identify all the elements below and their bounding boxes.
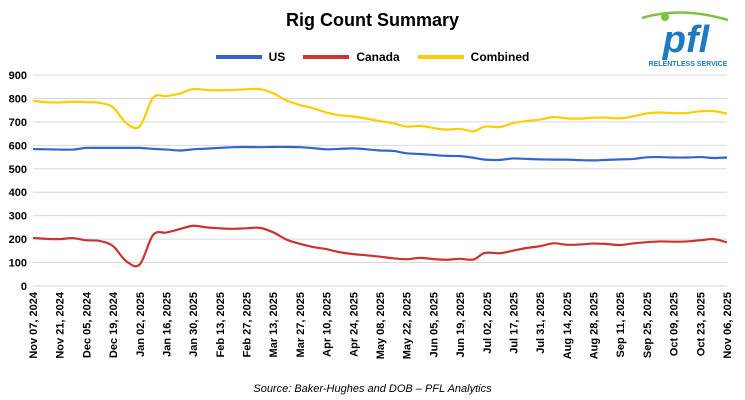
- x-tick-label: Feb 27, 2025: [242, 292, 254, 357]
- y-axis-ticks: 0 100 200 300 400 500 600 700 800 900: [9, 70, 27, 293]
- x-tick-label: Sep 25, 2025: [642, 292, 654, 358]
- y-tick-label: 100: [9, 258, 27, 270]
- x-tick-label: Jan 16, 2025: [161, 292, 173, 357]
- x-tick-label: Dec 19, 2024: [108, 291, 120, 358]
- y-tick-label: 0: [21, 281, 27, 293]
- x-tick-label: Jan 02, 2025: [135, 292, 147, 357]
- x-tick-label: Nov 06, 2025: [722, 292, 734, 359]
- legend-label-combined: Combined: [470, 50, 530, 64]
- legend-swatch-combined: [417, 55, 464, 59]
- x-tick-label: Oct 09, 2025: [669, 292, 681, 356]
- x-tick-label: Jun 05, 2025: [428, 292, 440, 357]
- legend-item-us: US: [215, 50, 286, 64]
- x-tick-label: Jul 31, 2025: [535, 292, 547, 354]
- legend-item-canada: Canada: [303, 50, 400, 64]
- y-tick-label: 700: [9, 117, 27, 129]
- legend-label-us: US: [268, 50, 286, 64]
- logo-dot: [661, 13, 669, 21]
- series-lines: [32, 87, 728, 268]
- x-tick-label: Mar 13, 2025: [268, 292, 280, 357]
- x-tick-label: Mar 27, 2025: [295, 292, 307, 357]
- logo-wordmark: pfl: [662, 19, 711, 61]
- x-tick-label: Jan 30, 2025: [188, 292, 200, 357]
- legend-label-canada: Canada: [356, 50, 400, 64]
- logo-tagline: RELENTLESS SERVICE: [649, 61, 728, 68]
- y-tick-label: 600: [9, 140, 27, 152]
- x-axis-ticks: Nov 07, 2024 Nov 21, 2024 Dec 05, 2024 Dec …: [28, 291, 734, 359]
- x-tick-label: Feb 13, 2025: [215, 292, 227, 357]
- y-tick-label: 300: [9, 211, 27, 223]
- x-tick-label: Nov 21, 2024: [55, 291, 67, 359]
- pfl-logo: pfl RELENTLESS SERVICE: [641, 11, 729, 68]
- x-tick-label: Aug 14, 2025: [562, 292, 574, 359]
- series-line-combined: [32, 87, 728, 133]
- x-tick-label: May 22, 2025: [402, 292, 414, 359]
- x-tick-label: Apr 24, 2025: [348, 292, 360, 357]
- x-tick-label: Dec 05, 2024: [81, 291, 93, 358]
- legend-swatch-us: [215, 55, 262, 59]
- y-tick-label: 200: [9, 234, 27, 246]
- x-tick-label: Jun 19, 2025: [455, 292, 467, 357]
- y-tick-label: 800: [9, 93, 27, 105]
- legend-swatch-canada: [303, 55, 350, 59]
- legend-item-combined: Combined: [417, 50, 530, 64]
- chart-title: Rig Count Summary: [285, 10, 459, 30]
- x-tick-label: Jul 17, 2025: [508, 292, 520, 354]
- y-tick-label: 900: [9, 70, 27, 82]
- x-tick-label: Oct 23, 2025: [695, 292, 707, 356]
- grid-lines: [33, 74, 727, 287]
- source-note: Source: Baker-Hughes and DOB – PFL Analy…: [253, 383, 492, 395]
- series-line-us: [32, 145, 728, 162]
- x-tick-label: Nov 07, 2024: [28, 291, 40, 359]
- chart-legend: US Canada Combined: [0, 50, 745, 64]
- y-tick-label: 500: [9, 164, 27, 176]
- x-tick-label: Aug 28, 2025: [589, 292, 601, 359]
- x-tick-label: Apr 10, 2025: [322, 292, 334, 357]
- x-tick-label: Jul 02, 2025: [482, 292, 494, 354]
- x-tick-label: Sep 11, 2025: [615, 292, 627, 357]
- y-tick-label: 400: [9, 187, 27, 199]
- series-line-canada: [32, 224, 728, 268]
- x-tick-label: May 08, 2025: [375, 292, 387, 359]
- logo-swoosh: [641, 11, 729, 22]
